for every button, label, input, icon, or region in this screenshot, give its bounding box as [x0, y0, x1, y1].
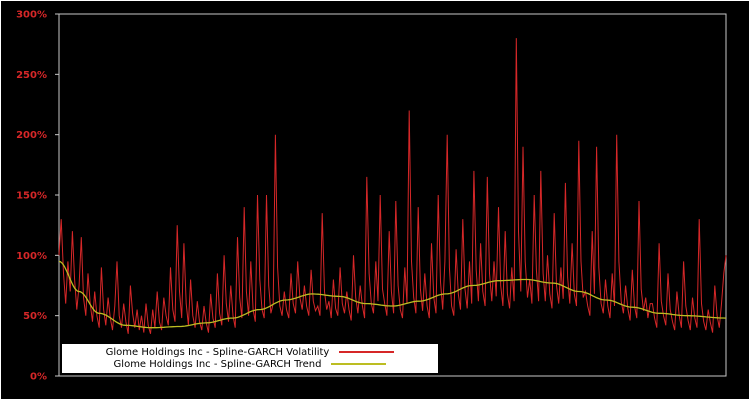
legend-item-trend: Glome Holdings Inc - Spline-GARCH Trend	[62, 358, 438, 370]
volatility-line-sample	[339, 351, 395, 353]
legend-label-volatility: Glome Holdings Inc - Spline-GARCH Volati…	[105, 346, 330, 358]
y-tick-label: 200%	[16, 130, 47, 141]
legend-item-volatility: Glome Holdings Inc - Spline-GARCH Volati…	[62, 346, 438, 358]
legend-label-trend: Glome Holdings Inc - Spline-GARCH Trend	[113, 358, 322, 370]
y-tick-label: 250%	[16, 70, 47, 81]
legend: Glome Holdings Inc - Spline-GARCH Volati…	[62, 344, 438, 373]
y-axis-ticks: 0% 50% 100% 150% 200% 250% 300%	[16, 10, 59, 383]
volatility-line	[58, 38, 727, 334]
y-tick-label: 50%	[23, 311, 47, 322]
trend-line	[58, 260, 727, 329]
y-tick-label: 300%	[16, 10, 47, 21]
trend-line-sample	[331, 363, 387, 365]
y-tick-label: 100%	[16, 251, 47, 262]
y-tick-label: 0%	[30, 372, 47, 383]
y-tick-label: 150%	[16, 191, 47, 202]
